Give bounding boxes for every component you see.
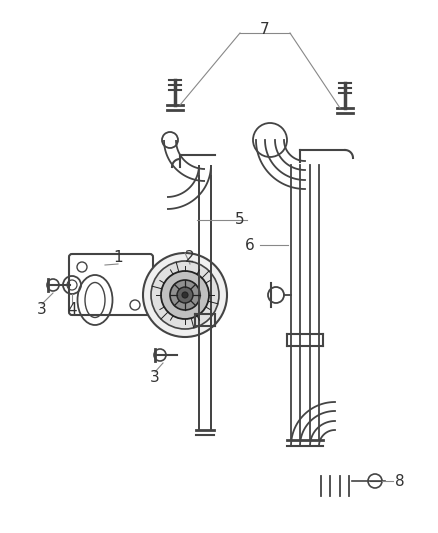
Text: 7: 7 (260, 22, 270, 37)
Text: 1: 1 (113, 251, 123, 265)
Circle shape (151, 261, 219, 329)
Circle shape (170, 280, 200, 310)
Circle shape (143, 253, 227, 337)
Text: 3: 3 (37, 303, 47, 318)
Circle shape (161, 271, 209, 319)
Circle shape (47, 279, 59, 291)
FancyBboxPatch shape (69, 254, 153, 315)
Text: 2: 2 (185, 251, 195, 265)
Text: 5: 5 (235, 213, 245, 228)
Text: 4: 4 (67, 303, 77, 318)
Circle shape (154, 349, 166, 361)
Text: 8: 8 (395, 473, 405, 489)
Circle shape (182, 292, 188, 298)
Text: 6: 6 (245, 238, 255, 253)
Text: 3: 3 (150, 370, 160, 385)
Circle shape (177, 287, 193, 303)
